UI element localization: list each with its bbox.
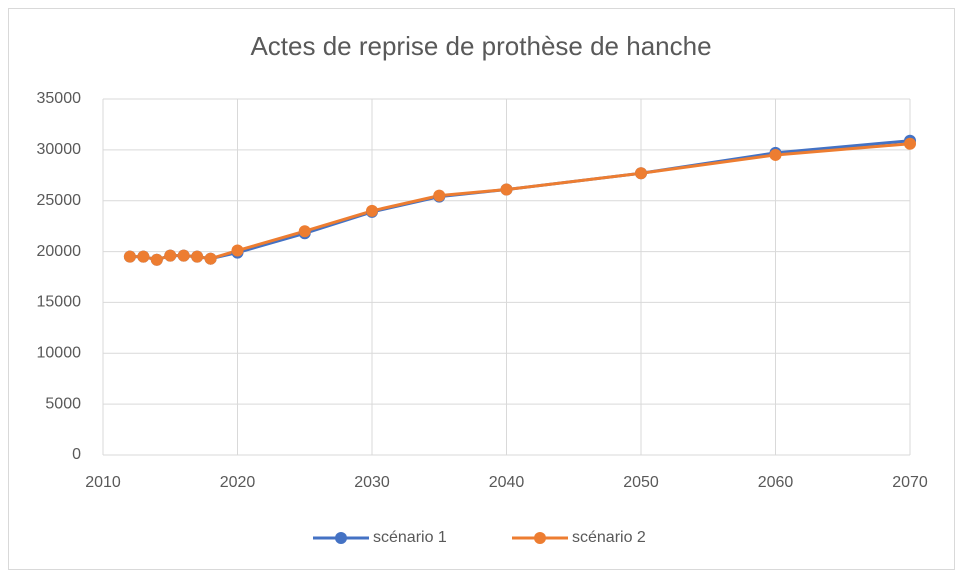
data-point	[137, 250, 150, 263]
data-point	[904, 137, 916, 150]
x-tick-label: 2010	[85, 474, 121, 491]
y-tick-label: 15000	[37, 294, 82, 311]
data-point	[366, 204, 378, 217]
chart-title: Actes de reprise de prothèse de hanche	[250, 31, 711, 61]
data-point	[123, 250, 136, 263]
x-tick-label: 2030	[354, 474, 390, 491]
data-point	[191, 250, 204, 263]
y-tick-label: 10000	[37, 345, 82, 362]
y-tick-label: 20000	[37, 243, 82, 260]
y-tick-label: 25000	[37, 192, 82, 209]
y-tick-label: 30000	[37, 141, 82, 158]
data-point	[433, 189, 446, 202]
data-point	[298, 225, 311, 238]
y-tick-label: 0	[72, 446, 81, 463]
data-point	[164, 249, 177, 262]
legend-marker	[335, 532, 347, 544]
data-point	[500, 183, 513, 196]
x-tick-label: 2040	[489, 474, 525, 491]
y-tick-label: 35000	[37, 90, 82, 107]
data-point	[204, 252, 217, 265]
data-point	[150, 253, 163, 266]
x-tick-label: 2020	[220, 474, 256, 491]
x-tick-label: 2060	[758, 474, 794, 491]
legend-marker	[534, 532, 546, 544]
data-point	[231, 244, 244, 257]
data-point	[635, 167, 647, 180]
x-tick-label: 2070	[892, 474, 928, 491]
data-point	[177, 249, 190, 262]
chart-border	[8, 8, 955, 570]
y-tick-label: 5000	[45, 395, 81, 412]
legend-label: scénario 1	[373, 529, 447, 546]
data-point	[769, 148, 782, 161]
x-tick-label: 2050	[623, 474, 659, 491]
legend-label: scénario 2	[572, 529, 646, 546]
